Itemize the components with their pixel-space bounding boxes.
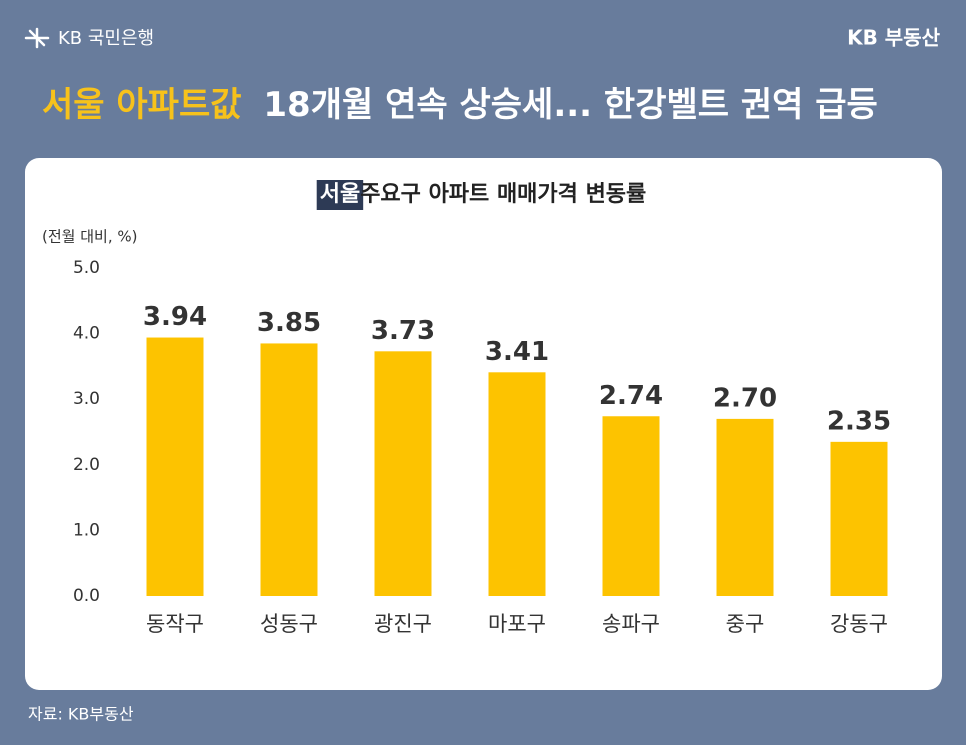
bar bbox=[260, 343, 318, 596]
value-label: 3.85 bbox=[257, 308, 321, 338]
bar bbox=[374, 351, 432, 596]
chart-title: 서울주요구 아파트 매매가격 변동률 bbox=[320, 182, 647, 207]
bar bbox=[716, 418, 774, 596]
chart-title-highlight: 서울 bbox=[320, 182, 360, 207]
x-tick-label: 송파구 bbox=[602, 612, 660, 636]
y-tick-label: 5.0 bbox=[73, 258, 100, 278]
bar bbox=[488, 372, 546, 596]
headline: 서울 아파트값 18개월 연속 상승세... 한강벨트 권역 급등 bbox=[42, 85, 878, 125]
chart-title-text: 주요구 아파트 매매가격 변동률 bbox=[360, 182, 646, 207]
value-label: 2.70 bbox=[713, 383, 777, 413]
x-tick-label: 마포구 bbox=[488, 612, 546, 636]
brand: KB 부동산 bbox=[847, 26, 941, 50]
headline-text: 18개월 연속 상승세... 한강벨트 권역 급등 bbox=[263, 85, 877, 125]
bar bbox=[830, 441, 888, 596]
y-tick-label: 2.0 bbox=[73, 455, 100, 475]
bar bbox=[602, 416, 660, 596]
x-tick-label: 강동구 bbox=[830, 612, 888, 636]
headline-highlight: 서울 아파트값 bbox=[42, 85, 242, 125]
x-tick-label: 중구 bbox=[726, 612, 765, 636]
logo-mark bbox=[24, 27, 50, 49]
value-label: 3.94 bbox=[143, 302, 207, 332]
x-tick-label: 성동구 bbox=[260, 612, 318, 636]
value-label: 3.73 bbox=[371, 316, 435, 346]
y-axis-label: (전월 대비, %) bbox=[42, 228, 137, 246]
source: 자료: KB부동산 bbox=[28, 705, 134, 724]
x-tick-label: 동작구 bbox=[146, 612, 204, 636]
y-tick-label: 3.0 bbox=[73, 389, 100, 409]
y-tick-label: 1.0 bbox=[73, 520, 100, 540]
y-tick-label: 4.0 bbox=[73, 324, 100, 344]
x-tick-label: 광진구 bbox=[374, 612, 432, 636]
chart-card bbox=[25, 158, 942, 690]
y-tick-label: 0.0 bbox=[73, 586, 100, 606]
bar bbox=[146, 337, 204, 596]
value-label: 2.74 bbox=[599, 381, 663, 411]
logo-text: KB 국민은행 bbox=[58, 28, 154, 49]
value-label: 3.41 bbox=[485, 337, 549, 367]
value-label: 2.35 bbox=[827, 406, 891, 436]
title-highlight-box bbox=[316, 180, 364, 210]
